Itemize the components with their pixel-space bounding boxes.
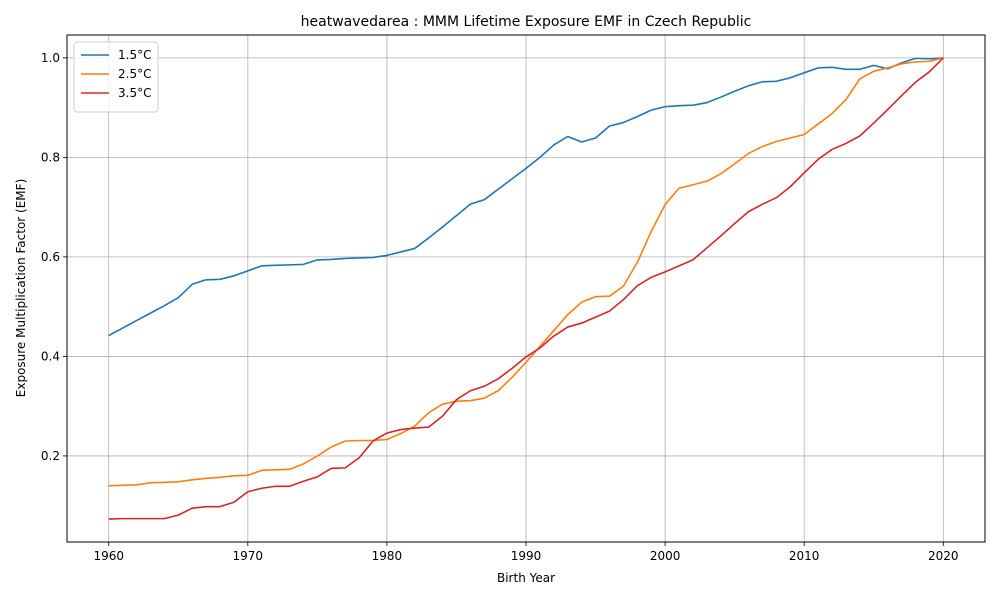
x-axis-ticks: 1960 1970 1980 1990 2000 2010 2020	[93, 542, 959, 563]
x-tick-label: 2010	[789, 549, 820, 563]
legend-label: 3.5°C	[118, 86, 151, 100]
x-tick-label: 1980	[372, 549, 403, 563]
x-axis-label: Birth Year	[497, 571, 555, 585]
legend: 1.5°C 2.5°C 3.5°C	[73, 41, 159, 113]
x-tick-label: 1960	[93, 549, 124, 563]
y-tick-label: 0.2	[41, 449, 60, 463]
series-line-2	[108, 57, 944, 487]
y-axis-label: Exposure Multiplication Factor (EMF)	[14, 179, 28, 397]
legend-label: 2.5°C	[118, 67, 151, 81]
chart-title: heatwavedarea : MMM Lifetime Exposure EM…	[301, 14, 752, 30]
series-line-1	[108, 57, 944, 337]
grid-lines	[67, 35, 985, 542]
y-tick-label: 0.6	[41, 250, 60, 264]
legend-box	[73, 41, 159, 113]
y-tick-label: 1.0	[41, 51, 60, 65]
series-lines	[108, 57, 944, 520]
x-tick-label: 1970	[233, 549, 264, 563]
y-axis-ticks: 0.2 0.4 0.6 0.8 1.0	[41, 51, 67, 463]
x-tick-label: 2020	[928, 549, 959, 563]
series-line-3	[108, 57, 944, 520]
x-tick-label: 1990	[511, 549, 542, 563]
y-tick-label: 0.8	[41, 150, 60, 164]
x-tick-label: 2000	[650, 549, 681, 563]
legend-label: 1.5°C	[118, 48, 151, 62]
y-tick-label: 0.4	[41, 349, 60, 363]
